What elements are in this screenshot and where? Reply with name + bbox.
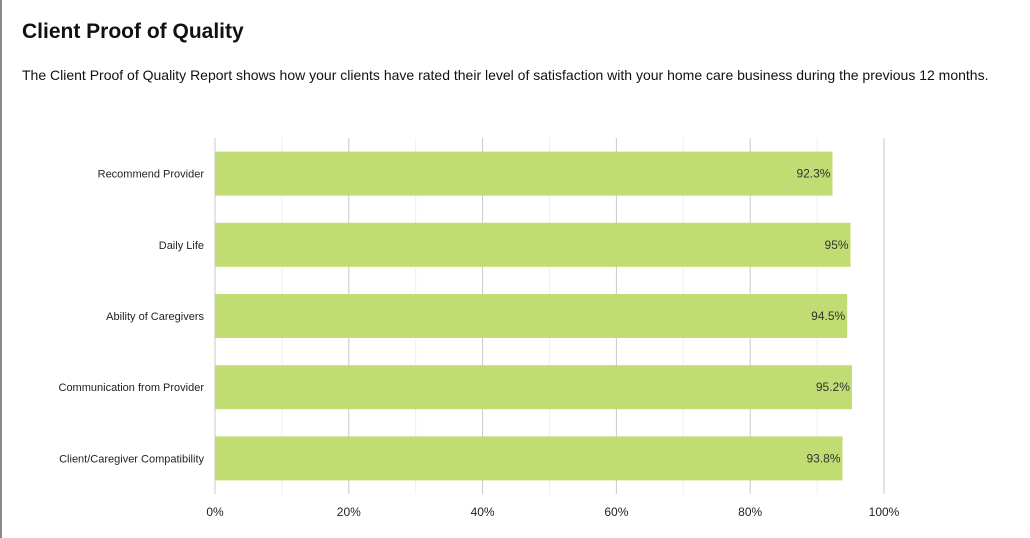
bar-data-label: 92.3% — [796, 167, 830, 181]
labels: 0% 20% 40% 60% 80% 100% 92.3% Recommend Provide… — [59, 167, 900, 519]
bar-data-label: 94.5% — [811, 309, 845, 323]
bar-data-label: 93.8% — [806, 451, 840, 465]
bar — [215, 294, 848, 338]
bar — [215, 222, 851, 267]
x-tick-label: 60% — [604, 505, 628, 519]
x-tick-label: 100% — [869, 505, 900, 519]
category-label: Recommend Provider — [98, 169, 205, 181]
bar-data-label: 95.2% — [816, 380, 850, 394]
bars — [215, 151, 852, 481]
category-label: Ability of Caregivers — [106, 311, 204, 323]
bar — [215, 436, 843, 481]
x-tick-label: 80% — [738, 505, 762, 519]
x-tick-label: 0% — [206, 505, 224, 519]
category-label: Client/Caregiver Compatibility — [59, 453, 204, 465]
category-label: Communication from Provider — [59, 382, 205, 394]
bar — [215, 365, 852, 410]
x-tick-label: 20% — [337, 505, 361, 519]
bar-data-label: 95% — [825, 238, 849, 252]
page-title: Client Proof of Quality — [22, 20, 244, 43]
x-tick-label: 40% — [471, 505, 495, 519]
report-description: The Client Proof of Quality Report shows… — [22, 67, 989, 83]
category-label: Daily Life — [159, 240, 204, 252]
bar — [215, 151, 833, 196]
